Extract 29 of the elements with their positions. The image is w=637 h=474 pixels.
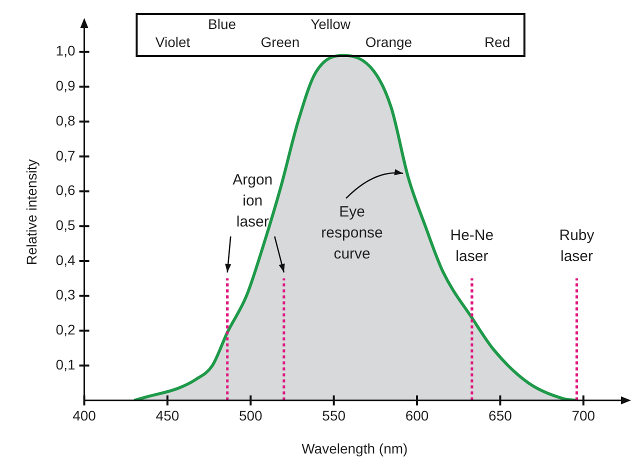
- y-tick-label: 0,9: [56, 78, 76, 94]
- x-tick-label: 400: [72, 408, 96, 424]
- y-tick-label: 0,5: [56, 217, 76, 233]
- annotation: Violet: [155, 34, 190, 50]
- x-tick-label: 600: [405, 408, 429, 424]
- x-tick-label: 500: [238, 408, 263, 424]
- annotation: Green: [260, 34, 300, 50]
- y-tick-label: 0,7: [56, 147, 76, 164]
- y-axis-title: Relative intensity: [23, 159, 40, 266]
- y-tick-label: 0,4: [56, 252, 76, 268]
- annotation: Eye response curve: [321, 203, 383, 262]
- ref-line-label: He-Ne laser: [450, 227, 494, 266]
- y-tick-label: 0,8: [56, 112, 76, 128]
- ref-line-label: Ruby laser: [559, 227, 595, 266]
- y-tick-label: 0,6: [56, 182, 76, 198]
- y-tick-label: 1,0: [56, 42, 76, 59]
- annotation: Blue: [208, 16, 236, 32]
- annotation: Yellow: [310, 16, 352, 32]
- x-tick-label: 650: [488, 408, 512, 424]
- annotation: Red: [484, 34, 510, 50]
- annotation: Orange: [365, 34, 412, 50]
- ref-line-label: Argon ion laser: [232, 172, 273, 231]
- x-axis-title: Wavelength (nm): [302, 440, 408, 456]
- x-tick-label: 700: [572, 408, 596, 424]
- x-tick-label: 450: [156, 408, 180, 424]
- y-tick-label: 0,2: [56, 322, 76, 338]
- x-tick-label: 550: [322, 408, 346, 424]
- y-tick-label: 0,1: [56, 356, 76, 372]
- y-tick-label: 0,3: [56, 286, 76, 303]
